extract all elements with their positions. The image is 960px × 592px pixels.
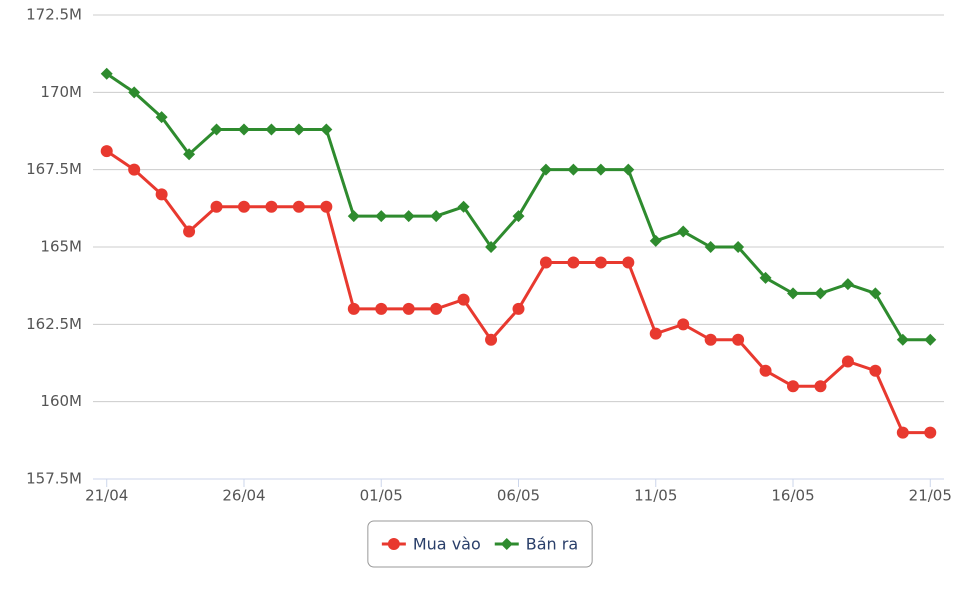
point (759, 364, 772, 377)
point (869, 287, 882, 300)
point (375, 302, 388, 315)
point (896, 426, 909, 439)
point (896, 333, 909, 346)
point (759, 271, 772, 284)
point (732, 333, 745, 346)
x-tick-label: 26/04 (222, 487, 265, 505)
point (210, 200, 223, 213)
point (841, 278, 854, 291)
point (320, 123, 333, 136)
y-tick-label: 172.5M (26, 6, 82, 24)
point (649, 234, 662, 247)
point (237, 200, 250, 213)
point (292, 123, 305, 136)
point (594, 163, 607, 176)
point (375, 210, 388, 223)
point (677, 318, 690, 331)
point (649, 327, 662, 340)
point (320, 200, 333, 213)
point (402, 302, 415, 315)
point (210, 123, 223, 136)
y-tick-label: 167.5M (26, 160, 82, 178)
point (677, 225, 690, 238)
point (704, 333, 717, 346)
x-tick-label: 21/04 (85, 487, 128, 505)
point (704, 241, 717, 253)
point (787, 287, 800, 300)
point (732, 241, 745, 253)
point (155, 188, 168, 201)
legend-marker (500, 538, 513, 550)
point (155, 111, 168, 124)
point (512, 302, 525, 315)
point (457, 293, 470, 306)
point (183, 148, 196, 161)
legend-label[interactable]: Mua vào (413, 535, 481, 554)
point (347, 210, 360, 223)
point (814, 380, 827, 393)
point (265, 123, 278, 136)
x-tick-label: 16/05 (771, 487, 814, 505)
legend-marker (387, 538, 400, 550)
point (237, 123, 250, 136)
legend (367, 520, 593, 568)
y-tick-label: 165M (40, 238, 82, 256)
y-tick-label: 170M (40, 83, 82, 101)
point (265, 200, 278, 213)
x-tick-label: 11/05 (634, 487, 677, 505)
point (128, 86, 141, 99)
point (594, 256, 607, 269)
point (485, 333, 498, 346)
point (539, 163, 552, 176)
point (539, 256, 552, 269)
point (787, 380, 800, 393)
y-tick-label: 160M (40, 392, 82, 410)
point (183, 225, 196, 238)
x-tick-label: 06/05 (497, 487, 540, 505)
point (485, 241, 498, 253)
legend-label[interactable]: Bán ra (526, 535, 578, 554)
point (622, 256, 635, 269)
point (567, 163, 580, 176)
point (128, 163, 141, 176)
point (292, 200, 305, 213)
y-tick-label: 157.5M (26, 470, 82, 488)
point (841, 355, 854, 368)
point (924, 426, 937, 439)
point (430, 210, 443, 223)
point (567, 256, 580, 269)
series-line (105, 149, 931, 435)
point (924, 333, 937, 346)
point (512, 210, 525, 223)
x-tick-label: 01/05 (360, 487, 403, 505)
x-tick-label: 21/05 (909, 487, 952, 505)
point (869, 364, 882, 377)
point (622, 163, 635, 176)
point (402, 210, 415, 223)
point (347, 302, 360, 315)
point (100, 67, 113, 80)
point (814, 287, 827, 300)
point (457, 200, 470, 213)
point (100, 145, 113, 158)
point (430, 302, 443, 315)
y-tick-label: 162.5M (26, 315, 82, 333)
